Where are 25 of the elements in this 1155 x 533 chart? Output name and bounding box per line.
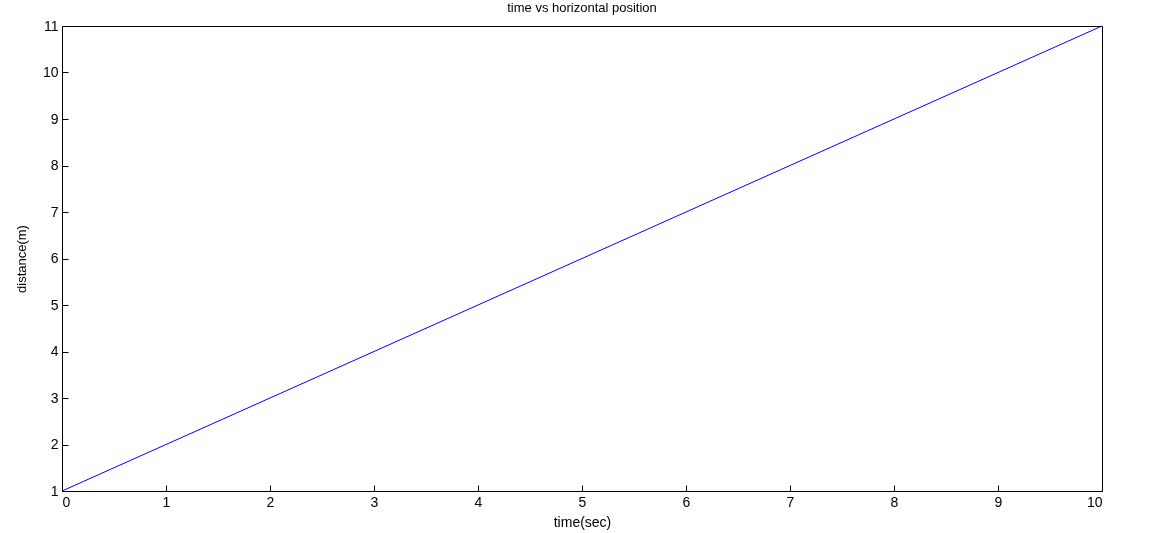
x-tick-label: 8 xyxy=(890,493,899,510)
x-tick-label: 3 xyxy=(370,493,379,510)
x-tick-label: 9 xyxy=(994,493,1003,510)
x-tick-label: 10 xyxy=(1086,493,1103,510)
y-tick-label: 9 xyxy=(50,110,59,127)
y-tick-label: 6 xyxy=(50,250,59,266)
y-tick-label: 5 xyxy=(50,296,59,313)
x-tick-label: 4 xyxy=(474,493,483,510)
chart-title: time vs horizontal position xyxy=(507,0,657,15)
y-tick-label: 3 xyxy=(50,389,59,406)
y-tick-label: 10 xyxy=(42,64,59,80)
x-tick-label: 1 xyxy=(162,493,171,510)
x-tick-label: 7 xyxy=(786,493,795,510)
x-tick-label: 2 xyxy=(266,493,275,510)
y-tick-label: 1 xyxy=(50,482,59,499)
x-tick-label: 6 xyxy=(682,493,691,510)
y-tick-label: 7 xyxy=(50,203,59,220)
y-tick-label: 8 xyxy=(50,157,59,173)
y-tick-label: 4 xyxy=(50,343,59,359)
y-tick-label: 11 xyxy=(43,17,59,34)
x-tick-label: 5 xyxy=(578,493,587,510)
y-axis-title: distance(m) xyxy=(13,225,29,293)
x-tick-label: 0 xyxy=(62,493,71,510)
y-tick-label: 2 xyxy=(50,436,59,452)
x-axis-title: time(sec) xyxy=(553,513,612,530)
